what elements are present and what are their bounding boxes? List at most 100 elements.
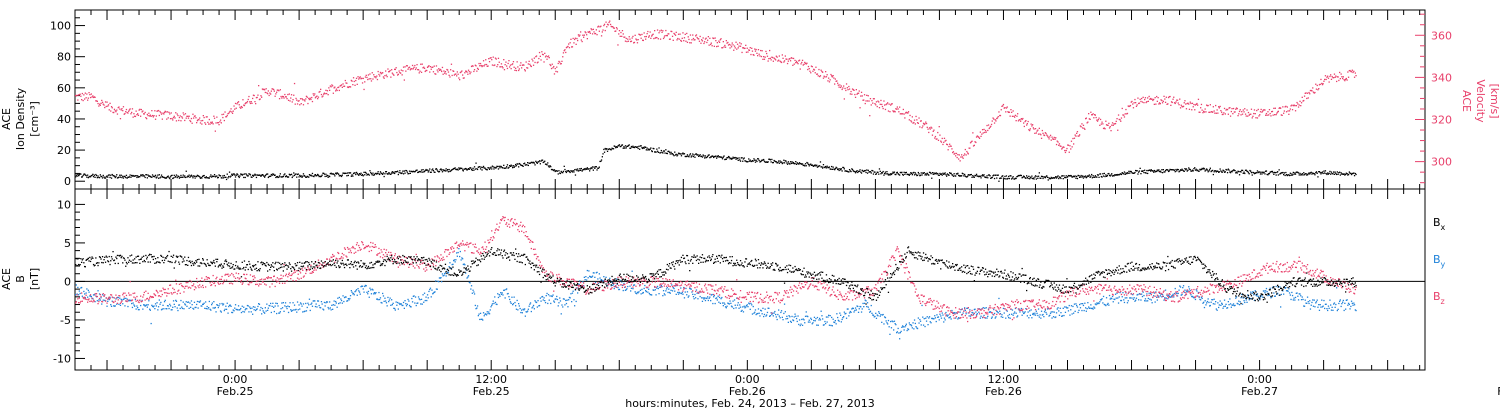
density-series-point xyxy=(225,178,228,181)
by-series-point xyxy=(271,305,273,307)
velocity-series-point xyxy=(724,44,726,47)
density-series-point xyxy=(957,172,959,174)
density-series-point xyxy=(931,177,933,179)
density-series-point xyxy=(1353,175,1356,177)
density-series-point xyxy=(618,144,621,146)
velocity-series-point xyxy=(242,99,244,101)
by-series-point xyxy=(761,313,763,315)
density-series-point xyxy=(860,171,862,173)
velocity-series-point xyxy=(476,67,479,69)
velocity-series-point xyxy=(220,122,222,124)
date-tick-label: Feb.27 xyxy=(1497,385,1500,398)
by-series-point xyxy=(583,285,585,287)
velocity-series-point xyxy=(1095,116,1097,119)
by-series-point xyxy=(276,312,278,315)
velocity-series-point xyxy=(1016,115,1018,117)
by-series-point xyxy=(657,287,659,290)
by-series-point xyxy=(450,267,453,269)
velocity-series-point xyxy=(613,27,615,29)
velocity-series-point xyxy=(487,65,489,67)
velocity-series-point xyxy=(790,57,792,59)
velocity-series-point xyxy=(1010,109,1012,111)
density-series-point xyxy=(151,176,153,178)
density-series-point xyxy=(1320,173,1322,175)
density-series-point xyxy=(1218,171,1220,173)
velocity-series-point xyxy=(541,51,543,53)
density-series-point xyxy=(410,170,412,172)
by-series-point xyxy=(350,290,352,292)
by-series-point xyxy=(701,297,703,299)
velocity-series-point xyxy=(733,49,735,51)
velocity-series-point xyxy=(467,73,469,75)
by-series-point xyxy=(541,295,544,298)
by-series-point xyxy=(373,293,375,295)
by-series-point xyxy=(519,307,521,310)
velocity-series-point xyxy=(1329,75,1331,78)
density-series-point xyxy=(599,160,601,163)
density-series-point xyxy=(771,158,773,161)
velocity-series-point xyxy=(890,104,892,106)
velocity-series-point xyxy=(1157,97,1159,99)
density-series-point xyxy=(122,177,125,179)
velocity-series-point xyxy=(425,69,427,72)
density-series-point xyxy=(272,173,274,175)
density-series-point xyxy=(139,176,141,178)
velocity-series-point xyxy=(258,85,260,87)
by-series-point xyxy=(400,303,402,305)
velocity-series-point xyxy=(1156,95,1158,98)
density-series-point xyxy=(814,164,816,166)
by-series-point xyxy=(402,304,404,307)
density-series-point xyxy=(1013,178,1015,180)
density-series-point xyxy=(442,169,444,171)
density-series-point xyxy=(1337,173,1339,175)
velocity-series-point xyxy=(1238,113,1240,115)
density-series-point xyxy=(1328,172,1330,174)
velocity-series-point xyxy=(564,49,566,51)
velocity-series-point xyxy=(1205,111,1207,113)
by-series-point xyxy=(752,305,754,308)
velocity-series-point xyxy=(263,88,265,90)
density-series-point xyxy=(1167,169,1169,171)
density-series-point xyxy=(1131,172,1133,174)
velocity-series-point xyxy=(1238,110,1241,113)
by-series-point xyxy=(371,288,373,290)
density-series-point xyxy=(98,177,101,179)
by-series-point xyxy=(120,298,122,301)
by-series-point xyxy=(400,303,402,305)
velocity-series-point xyxy=(1312,91,1315,93)
density-series-point xyxy=(1108,172,1110,175)
velocity-series-point xyxy=(781,54,783,56)
density-series-point xyxy=(734,156,736,159)
velocity-series-point xyxy=(601,31,603,33)
density-series-point xyxy=(871,169,873,172)
by-series-point xyxy=(469,282,471,284)
density-series-point xyxy=(91,174,93,177)
density-series-point xyxy=(796,162,798,164)
velocity-series-point xyxy=(1049,136,1051,138)
velocity-series-point xyxy=(1250,113,1252,115)
by-series-point xyxy=(237,309,239,311)
density-series-point xyxy=(683,153,685,155)
velocity-series-point xyxy=(1298,104,1300,106)
velocity-series-point xyxy=(1190,102,1192,105)
by-series-point xyxy=(405,305,408,307)
by-series-point xyxy=(599,277,601,279)
velocity-series-point xyxy=(722,41,724,43)
density-series-point xyxy=(1162,169,1164,171)
velocity-series-point xyxy=(834,83,836,85)
by-series-point xyxy=(615,278,618,280)
density-series-point xyxy=(828,166,830,169)
velocity-series-point xyxy=(633,41,636,44)
density-series-point xyxy=(389,173,391,175)
density-series-point xyxy=(631,146,633,148)
by-series-point xyxy=(117,296,119,299)
by-series-point xyxy=(276,302,278,305)
by-series-point xyxy=(240,311,243,314)
by-series-point xyxy=(570,293,572,295)
density-series-point xyxy=(530,161,532,164)
velocity-series-point xyxy=(203,116,205,119)
by-series-point xyxy=(182,301,184,303)
density-series-point xyxy=(337,172,339,175)
velocity-series-point xyxy=(116,113,119,115)
velocity-series-point xyxy=(645,38,647,40)
